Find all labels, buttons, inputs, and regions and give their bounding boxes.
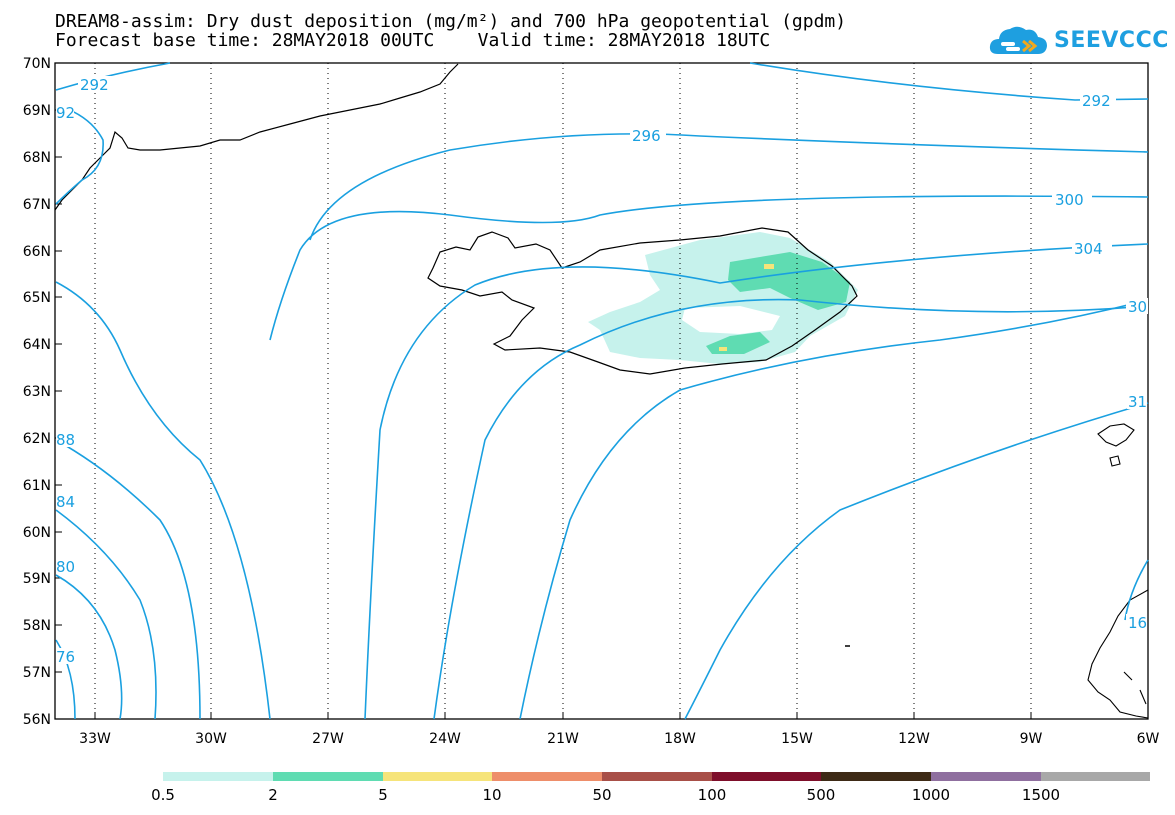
meridian-gridlines bbox=[94, 63, 1032, 719]
logo-text: SEEVCCC bbox=[1054, 27, 1169, 53]
lon-label: 15W bbox=[781, 731, 813, 747]
legend-label: 0.5 bbox=[151, 786, 175, 804]
contour-label: 16 bbox=[1128, 614, 1147, 632]
dust-fill bbox=[588, 232, 858, 364]
lat-label: 62N bbox=[23, 431, 51, 447]
map-title: DREAM8-assim: Dry dust deposition (mg/m²… bbox=[55, 11, 847, 32]
legend-swatch bbox=[602, 772, 712, 781]
lat-label: 66N bbox=[23, 244, 51, 260]
legend-label: 10 bbox=[482, 786, 501, 804]
lon-label: 9W bbox=[1020, 731, 1043, 747]
legend-swatch bbox=[163, 772, 273, 781]
lon-label: 27W bbox=[312, 731, 344, 747]
contour-label: 31 bbox=[1128, 393, 1147, 411]
lat-label: 63N bbox=[23, 384, 51, 400]
iceland-coastline bbox=[427, 227, 858, 375]
lat-label: 68N bbox=[23, 150, 51, 166]
lat-label: 57N bbox=[23, 665, 51, 681]
legend-label: 1500 bbox=[1022, 786, 1060, 804]
contour-label: 76 bbox=[56, 648, 75, 666]
contour-label: 304 bbox=[1074, 240, 1103, 258]
lon-label: 12W bbox=[898, 731, 930, 747]
lat-label: 70N bbox=[23, 56, 51, 72]
contour-labels: 292 92 296 300 304 30 292 88 84 80 76 31… bbox=[56, 76, 1148, 666]
lon-label: 18W bbox=[664, 731, 696, 747]
lat-label: 60N bbox=[23, 525, 51, 541]
lat-label: 65N bbox=[23, 290, 51, 306]
contour-label: 296 bbox=[632, 127, 661, 145]
lat-label: 56N bbox=[23, 712, 51, 728]
legend-swatch bbox=[383, 772, 492, 781]
lon-label: 21W bbox=[547, 731, 579, 747]
seevccc-logo: SEEVCCC bbox=[988, 20, 1169, 60]
contour-label: 88 bbox=[56, 431, 75, 449]
cloud-icon bbox=[989, 26, 1047, 54]
geopotential-contours bbox=[55, 62, 1149, 720]
legend-label: 2 bbox=[268, 786, 278, 804]
legend-label: 5 bbox=[378, 786, 388, 804]
lat-label: 59N bbox=[23, 571, 51, 587]
contour-label: 84 bbox=[56, 493, 75, 511]
faroe-islands bbox=[1097, 423, 1135, 467]
lon-label: 30W bbox=[195, 731, 227, 747]
lat-label: 64N bbox=[23, 337, 51, 353]
lat-label: 69N bbox=[23, 103, 51, 119]
map-subtitle: Forecast base time: 28MAY2018 00UTC Vali… bbox=[55, 30, 771, 51]
legend-swatch bbox=[273, 772, 383, 781]
legend-label: 1000 bbox=[912, 786, 950, 804]
scotland-coastline bbox=[1087, 589, 1149, 719]
legend-swatch bbox=[1041, 772, 1150, 781]
lon-label: 33W bbox=[79, 731, 111, 747]
legend-swatch bbox=[821, 772, 931, 781]
lat-label: 61N bbox=[23, 478, 51, 494]
contour-label: 80 bbox=[56, 558, 75, 576]
contour-label: 92 bbox=[56, 104, 75, 122]
legend-label: 500 bbox=[807, 786, 836, 804]
map-frame bbox=[54, 62, 1149, 720]
lon-label: 6W bbox=[1137, 731, 1160, 747]
greenland-coastline bbox=[54, 63, 459, 211]
contour-label: 30 bbox=[1128, 298, 1147, 316]
legend-label: 50 bbox=[592, 786, 611, 804]
lon-label: 24W bbox=[429, 731, 461, 747]
contour-label: 292 bbox=[80, 76, 109, 94]
legend-swatch bbox=[492, 772, 602, 781]
legend-label: 100 bbox=[698, 786, 727, 804]
legend-colorbar bbox=[163, 772, 1150, 781]
legend-swatch bbox=[712, 772, 821, 781]
latitude-labels: 70N 69N 68N 67N 66N 65N 64N 63N 62N 61N … bbox=[23, 56, 51, 728]
longitude-labels: 33W 30W 27W 24W 21W 18W 15W 12W 9W 6W bbox=[79, 731, 1159, 747]
lat-label: 58N bbox=[23, 618, 51, 634]
contour-label: 292 bbox=[1082, 92, 1111, 110]
legend-swatch bbox=[931, 772, 1041, 781]
lat-label: 67N bbox=[23, 197, 51, 213]
contour-label: 300 bbox=[1055, 191, 1084, 209]
legend-labels: 0.5 2 5 10 50 100 500 1000 1500 bbox=[151, 786, 1060, 804]
